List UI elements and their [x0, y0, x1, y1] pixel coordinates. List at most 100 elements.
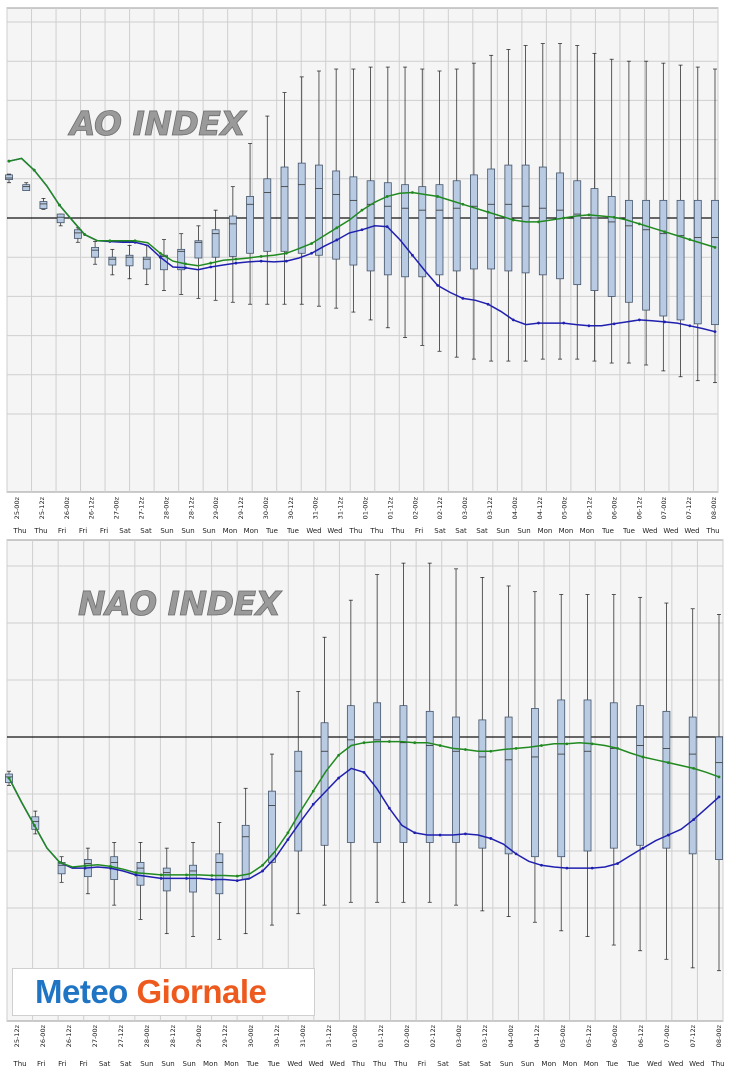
- series-point-ensemble-mean: [436, 195, 440, 198]
- series-point-ensemble-mean: [464, 748, 467, 751]
- box: [435, 184, 444, 276]
- x-day-label: Thu: [12, 527, 26, 535]
- series-point-ensemble-mean: [590, 742, 594, 746]
- box: [452, 180, 461, 272]
- x-day-label: Wed: [689, 1060, 704, 1068]
- box: [531, 708, 539, 858]
- x-day-label: Wed: [684, 527, 699, 535]
- series-point-control: [540, 863, 543, 867]
- x-day-label: Fri: [37, 1060, 45, 1068]
- logo-word-giornale: Giornale: [136, 973, 267, 1010]
- series-point-ensemble-mean: [385, 195, 389, 198]
- series-point-control: [641, 846, 645, 850]
- series-point-ensemble-mean: [109, 864, 112, 868]
- x-tick-label: 04-12z: [533, 1024, 541, 1047]
- series-point-control: [537, 321, 540, 325]
- series-point-ensemble-mean: [717, 775, 721, 779]
- x-tick-label: 04-00z: [511, 496, 519, 519]
- x-day-label: Thu: [710, 1060, 724, 1068]
- x-tick-label: 27-12z: [117, 1024, 125, 1047]
- series-point-control: [464, 832, 467, 836]
- ao-index-chart: AO INDEX 25-00z 25-12z 26-00z 26-12z 27-00z 27…: [5, 7, 720, 535]
- series-point-control: [413, 831, 417, 835]
- x-day-label: Thu: [33, 527, 47, 535]
- box: [399, 705, 408, 843]
- x-day-label: Wed: [306, 527, 321, 535]
- series-point-ensemble-mean: [32, 823, 36, 827]
- box: [504, 716, 513, 855]
- series-point-control: [259, 259, 263, 263]
- box: [636, 705, 645, 846]
- x-day-label: Sun: [183, 1060, 196, 1068]
- box: [607, 196, 616, 297]
- series-point-ensemble-mean: [489, 749, 493, 753]
- box: [22, 184, 31, 191]
- box: [521, 164, 530, 274]
- box: [662, 710, 671, 849]
- series-point-control: [612, 322, 616, 326]
- x-day-label: Mon: [584, 1060, 599, 1068]
- x-tick-label: 28-12z: [169, 1024, 177, 1047]
- series-point-control: [185, 876, 188, 880]
- series-point-control: [311, 802, 315, 806]
- series-point-control: [335, 238, 339, 242]
- series-point-ensemble-mean: [612, 215, 616, 219]
- box: [693, 199, 702, 325]
- x-tick-label: 31-00z: [312, 496, 320, 519]
- box: [142, 256, 151, 270]
- series-point-control: [565, 866, 569, 870]
- x-day-label: Fri: [79, 527, 87, 535]
- x-day-label: Fri: [79, 1060, 87, 1068]
- box: [383, 182, 392, 276]
- box: [280, 166, 289, 252]
- box: [478, 719, 487, 849]
- box: [162, 867, 171, 892]
- x-tick-label: 06-00z: [611, 1024, 619, 1047]
- series-point-ensemble-mean: [184, 262, 187, 266]
- x-day-label: Thu: [369, 527, 383, 535]
- panel-title: AO INDEX: [67, 104, 247, 143]
- x-tick-label: 07-00z: [660, 496, 668, 519]
- series-point-ensemble-mean: [713, 246, 717, 249]
- box: [268, 790, 276, 863]
- x-day-label: Sun: [521, 1060, 534, 1068]
- series-point-control: [286, 838, 290, 841]
- x-tick-label: 25-00z: [13, 496, 21, 519]
- x-tick-label: 05-12z: [586, 496, 594, 519]
- x-day-label: Sun: [517, 527, 530, 535]
- series-point-ensemble-mean: [133, 239, 137, 243]
- x-tick-label: 07-12z: [685, 496, 693, 519]
- box: [401, 184, 409, 278]
- series-point-ensemble-mean: [259, 255, 263, 258]
- nao-index-chart: NAO INDEX 25-12z 26-00z 26-12z 27-00z 27-12z 2…: [5, 539, 725, 1068]
- x-tick-label: 03-12z: [481, 1024, 489, 1047]
- series-point-control: [461, 296, 465, 300]
- x-tick-label: 01-00z: [351, 1024, 359, 1047]
- series-point-ensemble-mean: [514, 747, 518, 750]
- series-point-ensemble-mean: [587, 213, 591, 217]
- series-point-control: [666, 833, 670, 837]
- series-point-control: [511, 318, 515, 322]
- x-tick-label: 27-12z: [138, 496, 146, 519]
- series-point-control: [713, 330, 717, 334]
- x-day-label: Thu: [348, 527, 362, 535]
- x-tick-label: 30-12z: [287, 496, 295, 519]
- x-day-label: Tue: [622, 527, 635, 535]
- box: [373, 702, 382, 843]
- x-tick-label: 05-12z: [585, 1024, 593, 1047]
- series-point-control: [134, 873, 138, 877]
- x-tick-label: 29-12z: [237, 496, 245, 519]
- box: [676, 199, 685, 321]
- x-tick-label: 01-00z: [362, 496, 370, 519]
- series-point-ensemble-mean: [362, 741, 366, 745]
- x-day-label: Mon: [244, 527, 259, 535]
- series-point-ensemble-mean: [83, 233, 87, 236]
- x-tick-label: 25-12z: [38, 496, 46, 519]
- series-point-control: [663, 320, 666, 324]
- series-point-ensemble-mean: [210, 874, 214, 877]
- series-point-control: [184, 266, 187, 270]
- x-tick-label: 26-00z: [39, 1024, 47, 1047]
- series-point-ensemble-mean: [335, 226, 339, 230]
- x-day-label: Thu: [351, 1060, 365, 1068]
- series-point-control: [438, 833, 442, 837]
